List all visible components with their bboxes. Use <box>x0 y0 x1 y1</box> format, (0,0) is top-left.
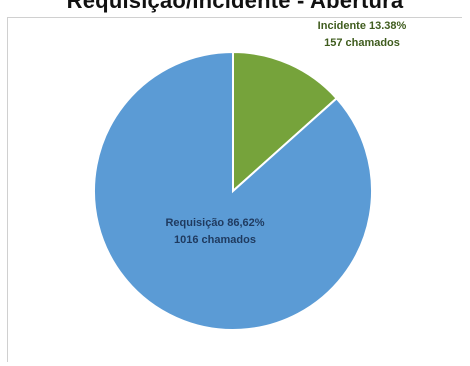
slice-label-incidente: Incidente 13.38% <box>318 20 407 32</box>
chart-frame <box>7 17 462 362</box>
pie-slice-requisi-o <box>93 50 373 331</box>
slice-label-requisi-o: Requisição 86,62% <box>165 217 264 229</box>
chart-title: Requisição/Incidente - Abertura <box>66 0 404 13</box>
slice-count-requisi-o: 1016 chamados <box>174 234 256 246</box>
pie-slice-incidente <box>232 50 339 194</box>
slice-count-incidente: 157 chamados <box>324 37 400 49</box>
